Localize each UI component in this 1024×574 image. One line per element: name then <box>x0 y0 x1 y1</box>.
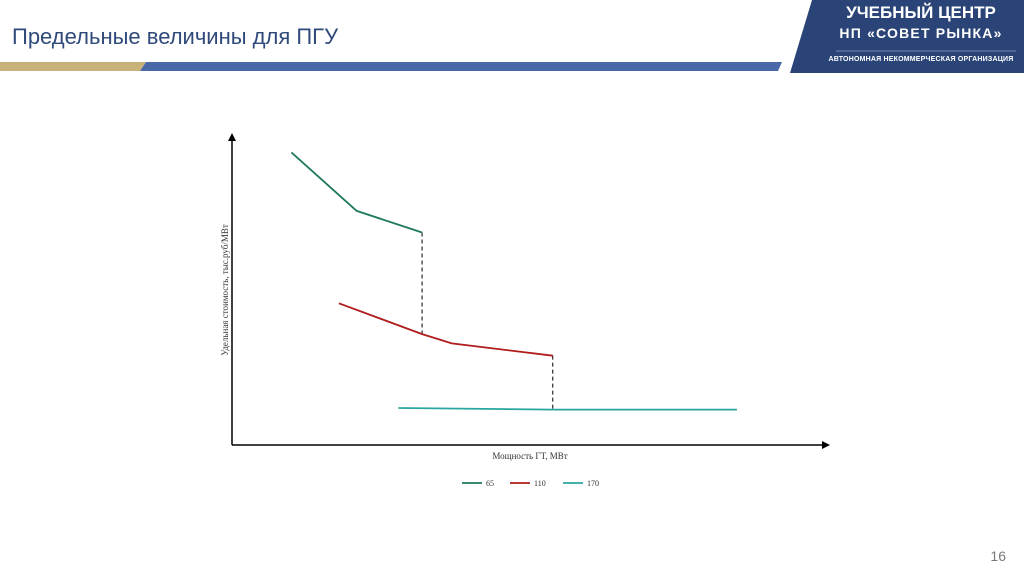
underline-blue-segment <box>140 62 782 71</box>
slide-title: Предельные величины для ПГУ <box>12 24 339 49</box>
series-layer <box>290 151 737 411</box>
brand-banner-shape <box>790 0 1024 73</box>
brand-banner <box>790 0 1024 73</box>
series-line-170 <box>398 407 737 411</box>
x-axis-label: Мощность ГТ, МВт <box>492 451 567 461</box>
legend-label-65: 65 <box>486 479 494 488</box>
brand-tagline: АВТОНОМНАЯ НЕКОММЕРЧЕСКАЯ ОРГАНИЗАЦИЯ <box>828 56 1014 63</box>
series-line-65 <box>290 151 423 234</box>
brand-name: УЧЕБНЫЙ ЦЕНТР <box>846 3 996 22</box>
brand-subname: НП «СОВЕТ РЫНКА» <box>839 25 1003 41</box>
series-line-110 <box>338 302 553 357</box>
legend-label-170: 170 <box>587 479 599 488</box>
title-underline-bar <box>0 62 782 71</box>
y-axis-label: Удельная стоимость, тыс.руб/МВт <box>220 224 230 356</box>
dashed-connectors <box>421 232 554 410</box>
legend-label-110: 110 <box>534 479 546 488</box>
underline-gold-segment <box>0 62 146 71</box>
legend: 65 110 170 <box>462 479 599 488</box>
page-number: 16 <box>990 548 1006 564</box>
